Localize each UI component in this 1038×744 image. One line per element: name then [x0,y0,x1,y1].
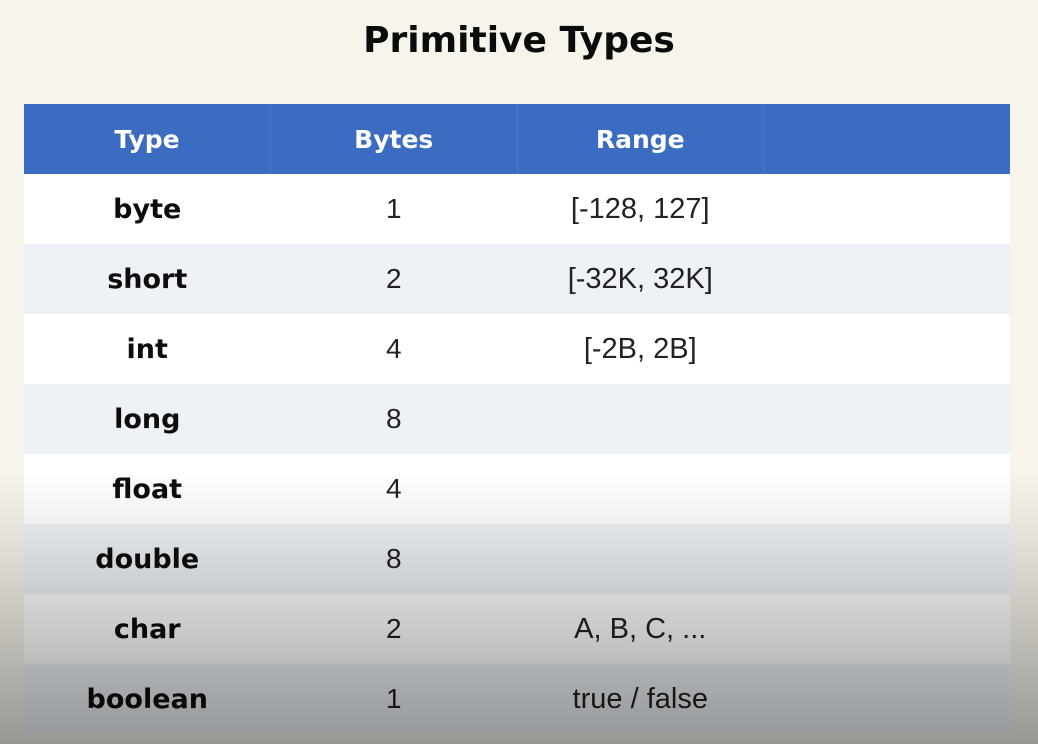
empty-cell [763,314,1010,384]
header-range: Range [517,104,764,174]
bytes-cell: 2 [270,244,517,314]
table-row: float 4 [24,454,1010,524]
type-cell: double [24,524,271,594]
header-extra [763,104,1010,174]
empty-cell [763,594,1010,664]
type-cell: byte [24,174,271,244]
range-cell: [-128, 127] [517,174,764,244]
range-cell: true / false [517,664,764,734]
table-row: int 4 [-2B, 2B] [24,314,1010,384]
type-cell: short [24,244,271,314]
type-cell: int [24,314,271,384]
range-cell: A, B, C, ... [517,594,764,664]
table-row: long 8 [24,384,1010,454]
empty-cell [763,244,1010,314]
page-title: Primitive Types [363,20,675,61]
type-cell: boolean [24,664,271,734]
type-cell: char [24,594,271,664]
table-row: double 8 [24,524,1010,594]
table-row: short 2 [-32K, 32K] [24,244,1010,314]
range-cell: [-32K, 32K] [517,244,764,314]
bytes-cell: 8 [270,384,517,454]
bytes-cell: 1 [270,174,517,244]
empty-cell [763,664,1010,734]
header-bytes: Bytes [270,104,518,174]
empty-cell [763,384,1010,454]
range-cell [517,454,764,524]
table-row: byte 1 [-128, 127] [24,174,1010,244]
table-row: char 2 A, B, C, ... [24,594,1010,664]
range-cell: [-2B, 2B] [517,314,764,384]
table-row: boolean 1 true / false [24,664,1010,734]
empty-cell [763,524,1010,594]
type-cell: float [24,454,271,524]
header-type: Type [24,104,271,174]
bytes-cell: 2 [270,594,517,664]
primitive-types-table: Type Bytes Range byte 1 [-128, 127] shor… [24,104,1010,734]
range-cell [517,384,764,454]
bytes-cell: 4 [270,314,517,384]
empty-cell [763,454,1010,524]
table-header-row: Type Bytes Range [24,104,1010,174]
type-cell: long [24,384,271,454]
bytes-cell: 1 [270,664,517,734]
range-cell [517,524,764,594]
bytes-cell: 4 [270,454,517,524]
empty-cell [763,174,1010,244]
bytes-cell: 8 [270,524,517,594]
